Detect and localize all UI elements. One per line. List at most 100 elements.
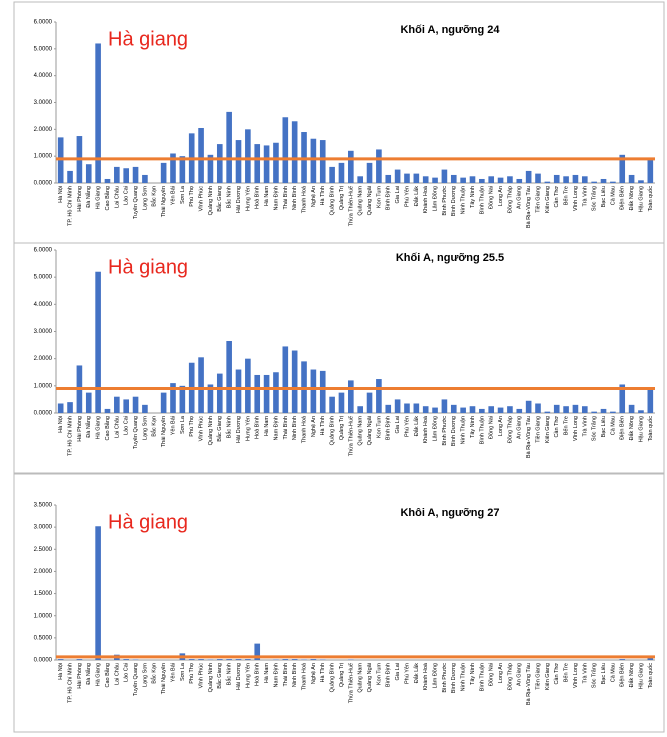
x-tick-label: Tây Ninh: [470, 663, 476, 685]
x-tick-label: Bạc Liêu: [601, 186, 607, 207]
x-tick-label: Gia Lai: [395, 663, 401, 680]
x-tick-label: Đắk Nông: [628, 663, 635, 687]
x-tick-label: Bắc Ninh: [226, 416, 233, 438]
bar: [366, 162, 373, 183]
x-tick-label: Điện Biên: [620, 416, 626, 440]
y-tick-label: 2.0000: [34, 127, 53, 133]
x-tick-label: Bình Phước: [442, 416, 448, 446]
bar: [188, 659, 195, 660]
x-tick-label: Lào Cai: [124, 416, 130, 435]
x-tick-label: Bà Rịa-Vũng Tàu: [526, 663, 532, 705]
x-tick-label: Toàn quốc: [648, 416, 654, 442]
x-tick-label: Lạng Sơn: [142, 663, 148, 687]
bar: [591, 181, 597, 183]
x-tick-label: Bình Dương: [451, 663, 457, 693]
x-tick-label: Tuyên Quang: [133, 416, 139, 449]
y-tick-label: 3.0000: [34, 525, 53, 531]
bar: [160, 162, 167, 183]
x-tick-label: Tiền Giang: [535, 416, 541, 443]
x-tick-label: Trà Vinh: [582, 186, 588, 206]
x-tick-label: Lai Châu: [114, 416, 120, 438]
chart-title: Khôi A, ngưỡng 27: [400, 507, 499, 519]
bar: [114, 396, 120, 413]
bar: [179, 385, 186, 413]
bar: [123, 168, 130, 183]
x-tick-label: Thanh Hoá: [301, 185, 307, 213]
x-tick-label: Nam Định: [273, 663, 279, 687]
x-tick-label: Bắc Kạn: [151, 186, 158, 207]
bar: [591, 411, 597, 413]
bar: [535, 403, 541, 413]
x-tick-label: Đắk Lắk: [413, 186, 420, 206]
bar: [516, 178, 523, 183]
bar: [263, 145, 270, 183]
x-tick-label: Vĩnh Phúc: [199, 663, 205, 689]
bar: [647, 158, 654, 183]
x-tick-label: Toàn quốc: [648, 186, 654, 212]
y-tick-label: 5.0000: [34, 46, 53, 52]
annotation: Hà giang: [108, 28, 188, 50]
x-tick-label: Điện Biên: [620, 186, 626, 210]
x-tick-label: Ninh Thuận: [461, 663, 467, 691]
bar: [638, 410, 644, 413]
x-tick-label: Hà Tĩnh: [320, 186, 326, 205]
y-tick-label: 1.0000: [34, 613, 53, 619]
x-tick-label: Phú Thọ: [189, 416, 195, 437]
bar: [123, 399, 130, 413]
x-tick-label: Thanh Hoá: [301, 662, 307, 690]
x-tick-label: Thừa Thiên-Huế: [348, 186, 354, 226]
bar: [488, 176, 495, 183]
x-tick-label: Trà Vinh: [582, 663, 588, 683]
x-tick-label: Thái Nguyên: [161, 663, 167, 694]
bar: [319, 370, 326, 413]
x-tick-label: Hoà Bình: [255, 663, 261, 686]
x-tick-label: Sóc Trăng: [592, 663, 598, 688]
bar: [450, 404, 457, 413]
x-tick-label: Quảng Bình: [330, 416, 336, 445]
x-tick-label: Lâm Đồng: [433, 663, 439, 688]
bar: [198, 127, 204, 183]
x-tick-label: Tiền Giang: [535, 663, 541, 690]
bar: [488, 406, 495, 413]
panel: [13, 1, 665, 247]
bar: [544, 411, 551, 413]
bar: [348, 380, 354, 413]
x-tick-label: Thừa Thiên-Huế: [348, 416, 354, 456]
x-tick-label: Quảng Ninh: [208, 416, 214, 445]
x-tick-label: Sóc Trăng: [592, 416, 598, 441]
x-tick-label: Thái Nguyên: [161, 416, 167, 447]
y-tick-label: 1.5000: [34, 591, 53, 597]
bar: [245, 358, 251, 413]
bar: [254, 643, 261, 660]
x-tick-label: Kon Tum: [376, 663, 382, 685]
x-tick-label: Kon Tum: [376, 186, 382, 208]
bar: [329, 396, 335, 413]
x-tick-label: Nghệ An: [311, 416, 317, 437]
x-tick-label: Thanh Hoá: [301, 415, 307, 443]
x-tick-label: Cà Mau: [610, 186, 616, 205]
x-tick-label: Lào Cai: [124, 186, 130, 205]
bar: [310, 659, 317, 660]
x-tick-label: Quảng Ngãi: [367, 186, 373, 215]
y-tick-label: 6.0000: [34, 248, 53, 254]
x-tick-label: Đồng Tháp: [507, 663, 513, 690]
x-tick-label: Phú Yên: [404, 663, 410, 684]
bar: [404, 173, 410, 183]
bar: [226, 341, 232, 413]
bar: [170, 153, 176, 183]
bar: [57, 403, 64, 413]
x-tick-label: Cần Thơ: [554, 416, 560, 438]
bar: [422, 176, 429, 183]
y-tick-label: 1.0000: [34, 383, 53, 389]
x-tick-label: Hưng Yên: [245, 186, 251, 211]
x-tick-label: Long An: [498, 663, 504, 683]
x-tick-label: Long An: [498, 416, 504, 436]
panel: [13, 473, 665, 733]
x-tick-label: Kiên Giang: [545, 663, 551, 690]
bar: [282, 346, 289, 413]
bar: [357, 406, 363, 413]
bar: [385, 174, 392, 183]
y-tick-label: 1.0000: [34, 154, 53, 160]
x-tick-label: Hoà Bình: [255, 416, 261, 439]
x-tick-label: Hậu Giang: [638, 416, 644, 442]
